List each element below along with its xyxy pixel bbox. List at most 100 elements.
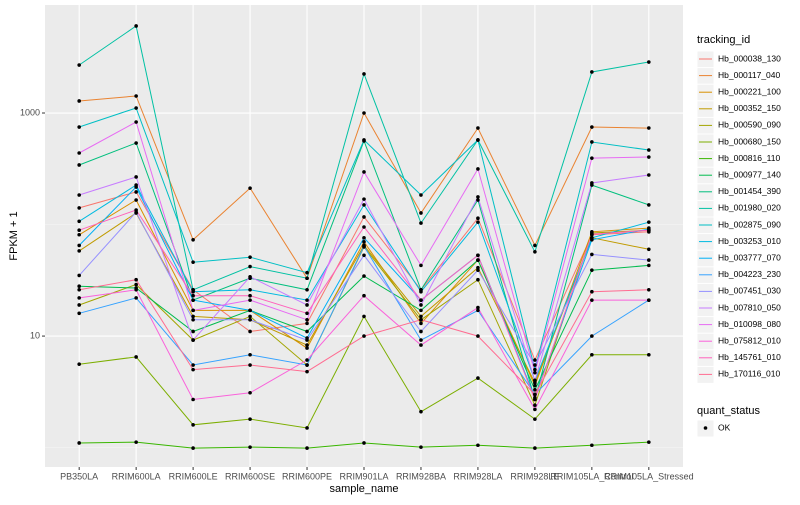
data-point	[305, 343, 309, 347]
x-tick-label: RRIM600PE	[282, 471, 332, 481]
data-point	[419, 308, 423, 313]
data-point	[647, 352, 651, 357]
plot-area	[77, 24, 651, 450]
data-point	[134, 355, 138, 359]
data-point	[476, 126, 480, 130]
y-axis-title: FPKM + 1	[8, 211, 20, 260]
data-point	[419, 211, 423, 215]
data-point	[248, 255, 252, 259]
data-point	[647, 60, 651, 64]
data-point	[476, 216, 480, 220]
data-point	[647, 440, 651, 444]
data-point	[362, 72, 366, 76]
data-point	[362, 225, 366, 229]
data-point	[305, 321, 309, 326]
x-tick-label: RRIM600SE	[225, 471, 275, 481]
legend-label: Hb_000117_040	[718, 70, 781, 80]
data-point	[362, 138, 366, 142]
data-point	[362, 203, 366, 207]
data-point	[476, 195, 480, 199]
legend-label: Hb_000680_150	[718, 136, 781, 146]
data-point	[362, 274, 366, 278]
data-point	[77, 311, 81, 316]
data-point	[305, 287, 309, 292]
data-point	[134, 120, 138, 124]
data-point	[533, 407, 537, 412]
legend-title: quant_status	[697, 405, 760, 417]
data-point	[77, 151, 81, 155]
data-point	[134, 277, 138, 282]
data-point	[248, 329, 252, 334]
data-point	[248, 186, 252, 190]
legend-label: Hb_007451_030	[718, 286, 781, 296]
legend-label: Hb_002875_090	[718, 219, 781, 229]
data-point	[533, 243, 537, 248]
x-tick-label: RRIM105LA_Stressed	[604, 471, 694, 481]
data-point	[191, 329, 195, 334]
legend-label: Hb_145761_010	[718, 352, 781, 362]
data-point	[191, 397, 195, 402]
data-point	[362, 215, 366, 219]
data-point	[533, 403, 537, 407]
data-point	[419, 289, 423, 294]
data-point	[647, 220, 651, 224]
legend-label: Hb_075812_010	[718, 335, 781, 345]
data-point	[305, 369, 309, 374]
data-point	[590, 443, 594, 448]
data-point	[590, 156, 594, 160]
data-point	[305, 317, 309, 322]
legend-label: Hb_000977_140	[718, 169, 781, 179]
data-point	[533, 387, 537, 392]
data-point	[77, 273, 81, 278]
data-point	[590, 181, 594, 185]
data-point	[533, 367, 537, 372]
data-point	[647, 173, 651, 177]
data-point	[77, 163, 81, 167]
data-point	[362, 111, 366, 115]
data-point	[134, 190, 138, 194]
data-point	[134, 287, 138, 292]
x-tick-label: RRIM600LE	[169, 471, 218, 481]
data-point	[191, 446, 195, 450]
data-point	[191, 260, 195, 264]
data-point	[191, 237, 195, 242]
data-point	[134, 282, 138, 287]
data-point	[77, 296, 81, 300]
data-point	[191, 317, 195, 322]
data-point	[77, 63, 81, 67]
legend-label: Hb_010098_080	[718, 319, 781, 329]
data-point	[191, 289, 195, 294]
data-point	[248, 314, 252, 319]
data-point	[419, 317, 423, 322]
data-point	[77, 441, 81, 445]
data-point	[362, 253, 366, 258]
data-point	[647, 148, 651, 152]
data-point	[419, 409, 423, 414]
data-point	[419, 445, 423, 449]
x-tick-label: RRIM105LA_Control	[550, 471, 633, 481]
data-point	[362, 236, 366, 240]
x-tick-label: RRIM928LE	[510, 471, 559, 481]
data-point	[77, 99, 81, 103]
data-point	[134, 24, 138, 28]
data-point	[419, 338, 423, 342]
x-axis-title: sample_name	[329, 483, 398, 495]
legend: Hb_000038_130 Hb_000117_040 Hb_000221_100 H…	[696, 50, 781, 438]
data-point	[419, 329, 423, 334]
y-tick-label: 1000	[20, 107, 40, 117]
data-point	[362, 197, 366, 201]
legend-label: Hb_001454_390	[718, 186, 781, 196]
data-point	[647, 247, 651, 252]
data-point	[305, 298, 309, 302]
data-point	[590, 352, 594, 357]
legend-label: Hb_000590_090	[718, 120, 781, 130]
data-point	[248, 274, 252, 279]
data-point	[191, 293, 195, 298]
data-point	[248, 445, 252, 449]
data-point	[134, 185, 138, 189]
data-point	[362, 244, 366, 248]
data-point	[305, 338, 309, 342]
data-point	[647, 155, 651, 159]
data-point	[134, 106, 138, 110]
